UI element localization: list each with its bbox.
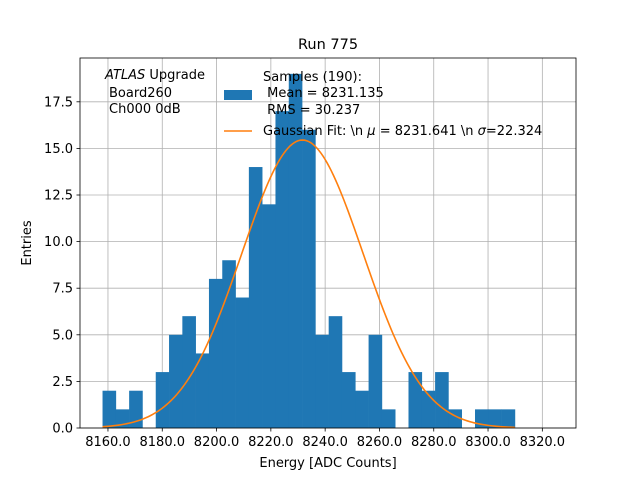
legend-histogram-swatch	[224, 90, 252, 100]
histogram-bar	[368, 334, 383, 428]
y-tick-label: 7.5	[52, 282, 73, 297]
histogram-bar	[129, 390, 143, 428]
board-label: Board260	[109, 86, 172, 101]
x-axis-ticks: 8160.0 8180.0 8200.0 8220.0 8240.0 8260.0 8280…	[85, 428, 565, 450]
histogram-bar	[262, 204, 276, 428]
x-tick-label: 8260.0	[357, 435, 403, 450]
y-tick-label: 15.0	[44, 142, 73, 157]
channel-label: Ch000 0dB	[109, 102, 181, 117]
histogram-bar	[275, 111, 290, 429]
histogram-bar	[169, 334, 183, 428]
histogram-bar	[355, 390, 369, 428]
histogram-bar	[208, 278, 223, 428]
histogram-bar	[328, 316, 343, 428]
histogram-bar	[288, 73, 303, 429]
y-tick-label: 2.5	[52, 375, 73, 390]
histogram-bar	[155, 372, 170, 428]
histogram-bar	[341, 372, 356, 428]
histogram-bar	[315, 334, 329, 428]
histogram-bar	[435, 372, 449, 428]
legend-fit-label: Gaussian Fit: \n μ = 8231.641 \n σ=22.32…	[263, 124, 542, 139]
x-axis-label: Energy [ADC Counts]	[259, 456, 396, 471]
y-tick-label: 5.0	[52, 328, 73, 343]
histogram-bar	[222, 260, 236, 428]
y-tick-label: 17.5	[44, 95, 73, 110]
x-tick-label: 8300.0	[465, 435, 511, 450]
histogram-bars	[102, 73, 516, 429]
histogram-bar	[501, 409, 516, 428]
x-tick-label: 8180.0	[140, 435, 186, 450]
y-axis-label: Entries	[20, 220, 35, 266]
x-tick-label: 8280.0	[411, 435, 457, 450]
gaussian-fit-curve	[102, 139, 515, 429]
histogram-bar	[488, 409, 502, 428]
legend-samples-mean: Mean = 8231.135	[263, 86, 384, 101]
x-tick-label: 8220.0	[248, 435, 294, 450]
legend-samples-count: Samples (190):	[263, 70, 362, 85]
histogram-bar	[421, 390, 436, 428]
plot-frame	[79, 57, 577, 429]
histogram-bar	[235, 297, 250, 428]
histogram-bar	[381, 409, 396, 428]
x-tick-label: 8240.0	[302, 435, 348, 450]
y-tick-label: 10.0	[44, 235, 73, 250]
x-tick-label: 8320.0	[520, 435, 566, 450]
legend-samples-rms: RMS = 30.237	[263, 103, 360, 118]
atlas-label: ATLAS Upgrade	[104, 68, 205, 83]
histogram-bar	[408, 372, 423, 428]
histogram-bar	[195, 353, 210, 428]
x-tick-label: 8200.0	[194, 435, 240, 450]
y-axis-ticks: 0.0 2.5 5.0 7.5 10.0 12.5 15.0 17.5	[44, 95, 80, 437]
y-tick-label: 12.5	[44, 189, 73, 204]
chart-title: Run 775	[298, 37, 358, 53]
histogram-bar	[102, 390, 117, 428]
histogram-bar	[182, 316, 196, 428]
y-tick-label: 0.0	[52, 422, 73, 437]
histogram-bar	[302, 129, 316, 428]
x-tick-label: 8160.0	[85, 435, 131, 450]
legend: Samples (190): Mean = 8231.135 RMS = 30.…	[224, 70, 542, 139]
histogram-bar	[248, 167, 263, 428]
